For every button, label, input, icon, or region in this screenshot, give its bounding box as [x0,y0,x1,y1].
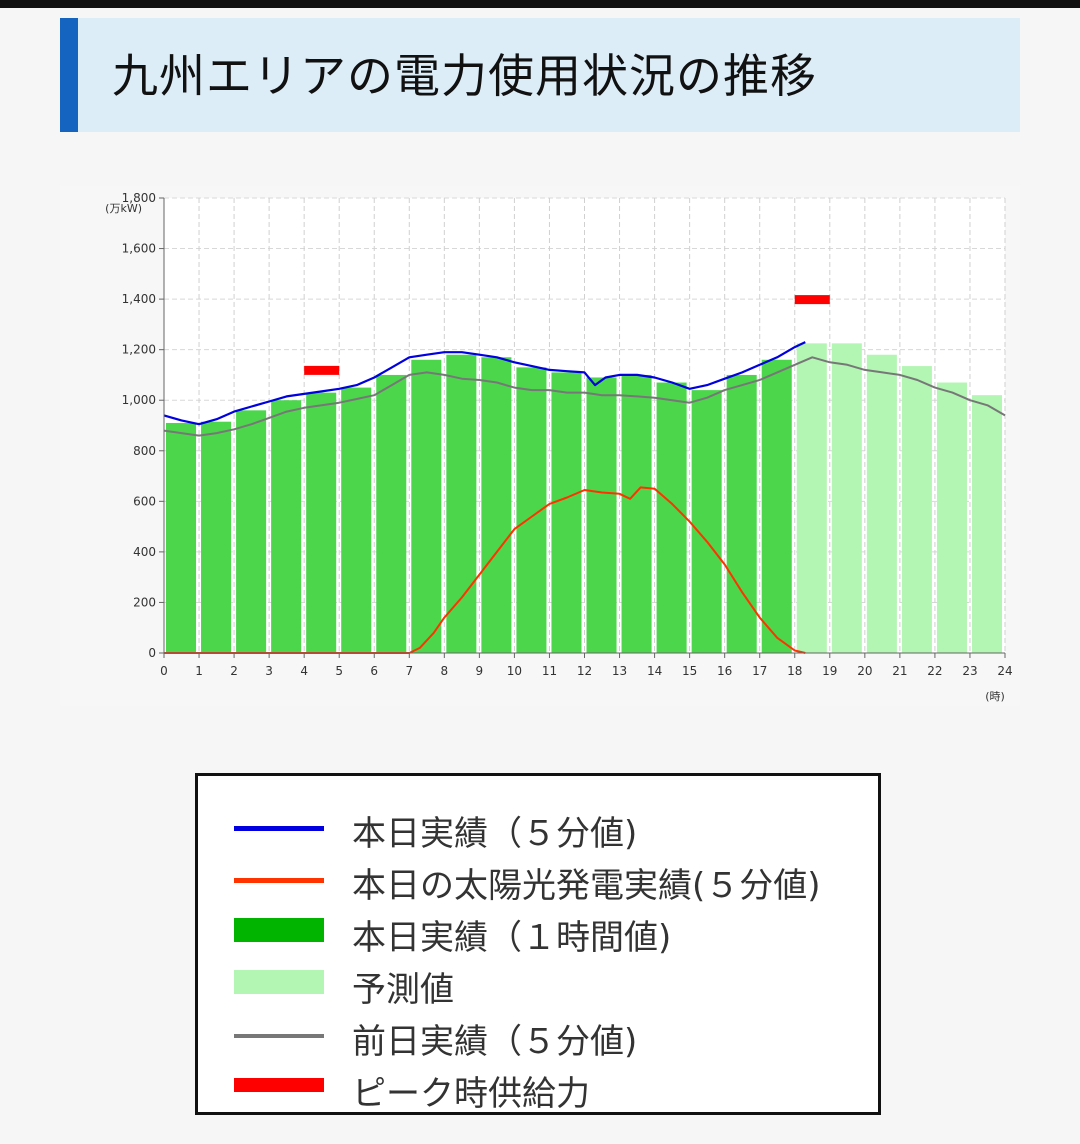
forecast-bar [831,343,862,653]
legend: 本日実績（５分値) 本日の太陽光発電実績(５分値) 本日実績（１時間値) 予測値… [195,773,881,1115]
peak-supply-marker [794,295,830,305]
forecast-bar [866,354,897,653]
hourly-actual-bar [656,382,687,653]
hourly-actual-bar [446,354,477,653]
x-tick-label: 1 [195,664,203,678]
x-tick-label: 24 [997,664,1012,678]
legend-label-yesterday-5min: 前日実績（５分値) [352,1022,638,1062]
yesterday-5min-line [163,356,1006,437]
x-tick-label: 17 [752,664,767,678]
legend-label-today-5min: 本日実績（５分値) [352,814,638,854]
hourly-actual-bar [411,359,442,653]
legend-swatch-solar-5min [234,878,324,883]
legend-label-forecast: 予測値 [352,970,454,1010]
legend-swatch-yesterday-5min [234,1034,324,1038]
legend-item-forecast: 予測値 [234,960,854,1010]
hourly-actual-bar [236,410,267,653]
x-axis-unit-label: (時) [985,690,1005,703]
forecast-bar [796,343,827,653]
hourly-actual-bar [306,392,337,653]
x-tick-label: 19 [822,664,837,678]
legend-swatch-forecast [234,970,324,994]
y-tick-label: 600 [133,494,156,508]
title-banner: 九州エリアの電力使用状況の推移 [60,18,1020,132]
legend-item-today-5min: 本日実績（５分値) [234,804,854,854]
y-tick-label: 1,200 [122,343,156,357]
hourly-actual-bar [376,374,407,653]
x-tick-label: 11 [542,664,557,678]
x-tick-label: 7 [405,664,413,678]
legend-item-solar-5min: 本日の太陽光発電実績(５分値) [234,856,854,906]
solar-5min-line [164,486,806,654]
hourly-actual-bar [586,377,617,653]
hourly-actual-bar [341,387,372,653]
hourly-actual-bar [481,357,512,653]
hourly-actual-bar [621,374,652,653]
legend-swatch-hourly-actual [234,918,324,942]
chart-container: 0 200 400 600 800 1,000 1,200 1,400 1,600 1,800 0 1… [60,186,1020,706]
legend-swatch-today-5min [234,826,324,831]
x-tick-label: 14 [647,664,662,678]
legend-label-hourly-actual: 本日実績（１時間値) [352,918,672,958]
legend-label-peak-supply: ピーク時供給力 [352,1074,590,1114]
legend-item-hourly-actual: 本日実績（１時間値) [234,908,854,958]
forecast-bar [971,395,1002,653]
legend-label-solar-5min: 本日の太陽光発電実績(５分値) [352,866,821,906]
x-tick-label: 0 [160,664,168,678]
x-tick-label: 15 [682,664,697,678]
x-tick-label: 20 [857,664,872,678]
peak-supply-marker [304,365,340,375]
x-tick-label: 4 [300,664,308,678]
legend-swatch-peak-supply [234,1078,324,1092]
page-title: 九州エリアの電力使用状況の推移 [112,49,817,103]
x-tick-label: 10 [507,664,522,678]
forecast-bar [936,382,967,653]
y-tick-label: 0 [148,646,156,660]
top-bar [0,0,1080,8]
hourly-actual-bar [166,422,197,653]
legend-item-yesterday-5min: 前日実績（５分値) [234,1012,854,1062]
legend-item-peak-supply: ピーク時供給力 [234,1064,854,1114]
x-tick-label: 16 [717,664,732,678]
hourly-actual-bar [551,372,582,653]
hourly-actual-bar [726,374,757,653]
y-tick-label: 1,000 [122,393,156,407]
title-accent-bar [60,18,78,132]
hourly-actual-bar [761,359,792,653]
y-tick-label: 1,400 [122,292,156,306]
power-usage-chart: 0 200 400 600 800 1,000 1,200 1,400 1,600 1,800 0 1… [105,191,1012,703]
hourly-actual-bar [201,421,232,653]
y-tick-label: 800 [133,444,156,458]
x-tick-label: 5 [335,664,343,678]
hourly-actual-bar [691,390,722,653]
today-5min-line [163,341,806,426]
x-tick-label: 22 [927,664,942,678]
x-tick-label: 2 [230,664,238,678]
forecast-bar [901,366,932,653]
y-tick-label: 1,800 [122,191,156,205]
x-tick-label: 6 [370,664,378,678]
x-tick-label: 12 [577,664,592,678]
x-tick-label: 18 [787,664,802,678]
x-tick-label: 9 [476,664,484,678]
x-tick-label: 13 [612,664,627,678]
y-tick-label: 1,600 [122,242,156,256]
y-axis-unit-label: (万kW) [105,202,142,215]
x-tick-label: 8 [441,664,449,678]
x-tick-label: 21 [892,664,907,678]
y-tick-label: 400 [133,545,156,559]
y-tick-label: 200 [133,595,156,609]
x-tick-label: 23 [962,664,977,678]
hourly-actual-bar [271,400,302,653]
x-tick-label: 3 [265,664,273,678]
